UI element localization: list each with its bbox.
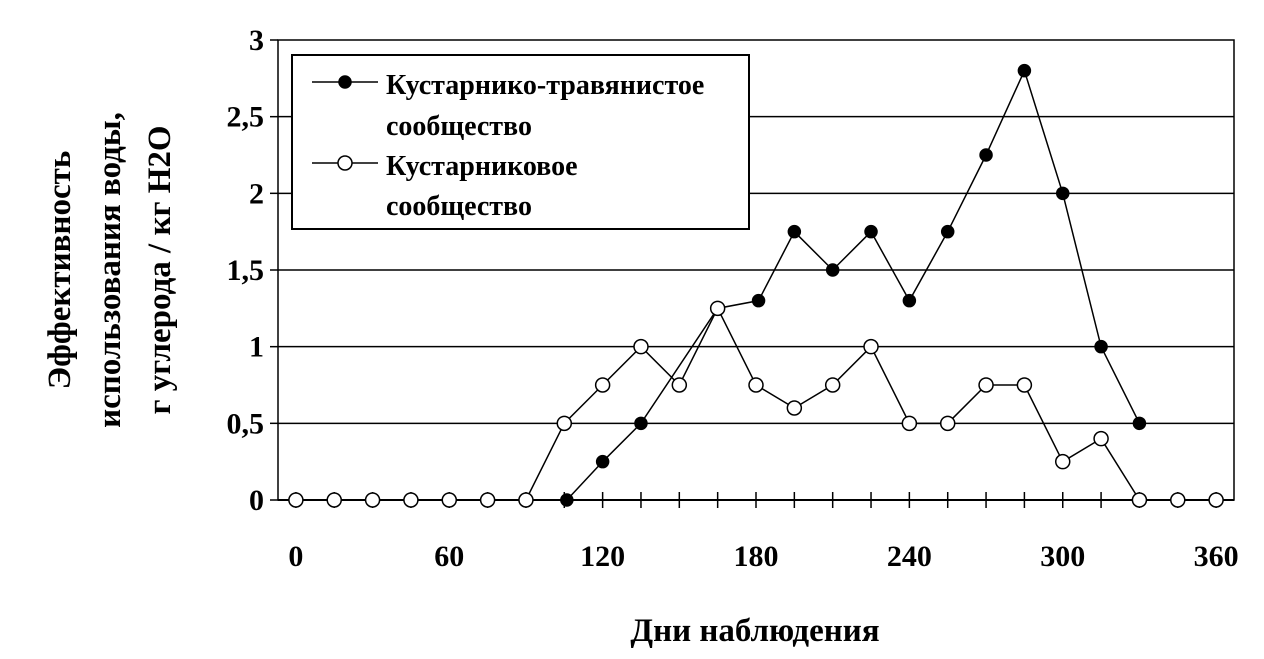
series-2-point — [671, 377, 688, 393]
series-2-point — [1170, 492, 1186, 508]
y-axis: 0 0,5 1 1,5 2 2,5 3 — [227, 24, 278, 517]
series-layer — [288, 63, 1224, 508]
x-tick-label: 180 — [734, 540, 779, 573]
series-1-point — [751, 293, 766, 308]
y-tick-label: 1 — [249, 331, 264, 364]
x-tick-label: 120 — [580, 540, 625, 573]
series-1-point — [1055, 186, 1070, 201]
series-1-point — [1094, 339, 1108, 354]
y-tick-label: 1,5 — [227, 254, 265, 287]
series-1-point — [1132, 416, 1147, 431]
legend-label-series-2-line-2: сообщество — [386, 191, 532, 222]
series-1-point — [595, 454, 610, 469]
y-tick-label: 0 — [249, 484, 264, 517]
series-2-point — [1054, 453, 1071, 470]
series-2-point — [748, 377, 764, 393]
series-2-point — [1016, 377, 1033, 393]
y-tick-label: 2 — [249, 177, 264, 210]
y-axis-title-line-3: г углерода / кг H2O — [142, 125, 178, 414]
series-2-point — [556, 415, 573, 432]
series-1-point — [1017, 63, 1032, 78]
series-2-point — [939, 415, 956, 432]
series-2-point — [326, 492, 342, 508]
series-1-point — [560, 493, 574, 507]
legend: Кустарнико-травянистое сообщество Кустар… — [291, 54, 750, 230]
x-tick-label: 60 — [434, 540, 464, 573]
series-2-point — [709, 300, 726, 317]
legend-box — [291, 54, 750, 230]
series-1-point — [825, 263, 840, 277]
series-1-point — [940, 224, 955, 239]
legend-label-series-2-line-1: Кустарниковое — [386, 151, 578, 182]
series-1-point — [634, 416, 648, 431]
series-2-point — [1131, 492, 1148, 508]
series-2-point — [594, 377, 611, 393]
x-tick-label: 240 — [887, 540, 932, 573]
series-2-point — [863, 338, 879, 355]
series-2-point — [1093, 430, 1109, 447]
y-tick-label: 3 — [249, 24, 264, 57]
x-axis: 0 60 120 180 240 300 360 — [278, 492, 1239, 573]
y-axis-title-line-1: Эффективность — [42, 151, 78, 390]
series-2-point — [364, 492, 381, 508]
legend-marker-series-2 — [337, 155, 353, 171]
legend-marker-series-1 — [338, 75, 352, 89]
series-2-point — [633, 338, 649, 355]
series-2-point — [441, 492, 458, 508]
series-1-point — [864, 224, 878, 239]
series-2-point — [403, 492, 419, 508]
series-1-point — [979, 148, 993, 162]
series-2-point — [824, 377, 841, 393]
series-1-point — [902, 293, 917, 308]
series-2-point — [1208, 492, 1224, 508]
legend-label-series-1-line-2: сообщество — [386, 111, 532, 142]
y-axis-title-line-2: использования воды, — [92, 112, 128, 428]
x-axis-title: Дни наблюдения — [630, 613, 879, 649]
y-tick-label: 0,5 — [227, 407, 265, 440]
series-2-line — [295, 306, 1217, 501]
series-2-point — [288, 492, 304, 508]
series-2-point — [479, 492, 496, 508]
series-2-point — [786, 400, 803, 416]
x-tick-label: 300 — [1040, 540, 1085, 573]
series-2-point — [978, 377, 994, 393]
legend-label-series-1-line-1: Кустарнико-травянистое — [386, 70, 704, 101]
series-2-point — [518, 492, 534, 508]
series-2-point — [901, 415, 918, 432]
series-1-point — [787, 224, 802, 239]
y-axis-title: Эффективность использования воды, г угле… — [42, 112, 178, 428]
x-tick-label: 360 — [1194, 540, 1239, 573]
x-tick-label: 0 — [288, 540, 303, 573]
series-2 — [288, 300, 1224, 508]
y-tick-label: 2,5 — [227, 101, 265, 134]
